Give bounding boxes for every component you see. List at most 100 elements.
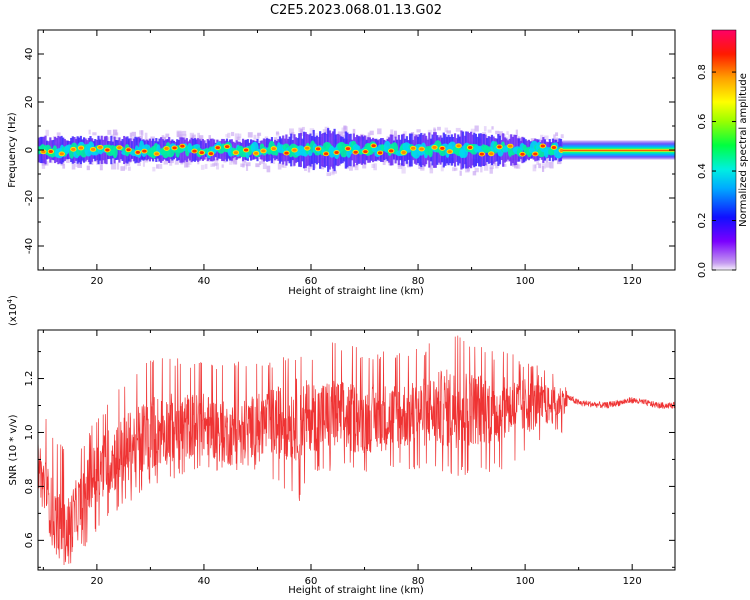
spectrogram-cell-faint (444, 127, 449, 133)
spectrogram-cell-faint (515, 129, 518, 137)
snr-multiplier-close: ) (8, 295, 19, 299)
spectrogram-cell-faint (107, 129, 112, 135)
spectrogram-cell-faint (545, 157, 549, 163)
spectrogram-cell-faint (182, 130, 187, 136)
colorbar-tick-label: 0.2 (697, 213, 708, 229)
spectrogram-cell-peak (154, 152, 159, 156)
spectrogram-cell-peak (199, 151, 204, 155)
spectrogram-cell-peak (41, 150, 46, 154)
spectrogram-cell-faint (275, 131, 279, 135)
spectrogram-cell-faint (452, 167, 456, 172)
spectrogram-cell-faint (144, 132, 148, 140)
spectrogram-cell-peak (551, 145, 557, 149)
spectrogram-cell-peak (135, 150, 141, 154)
colorbar-tick-label: 0.0 (697, 262, 708, 278)
spectrogram-cell-faint (487, 129, 492, 133)
spectrogram-cell-peak (243, 148, 249, 152)
spectrogram-cell-faint (262, 163, 267, 170)
spectrogram-cell-peak (292, 148, 297, 152)
spectrogram-cell-peak (363, 150, 368, 154)
spectrogram-cell-faint (197, 132, 200, 139)
spectrogram-cell-peak (533, 152, 538, 156)
spectrogram-cell-faint (111, 134, 115, 139)
colorbar: 0.0 0.2 0.4 0.6 0.8 Normalized spectral ampl… (697, 29, 749, 278)
spectrogram-cell-faint (208, 135, 211, 141)
spectrogram-cell-faint (480, 166, 483, 173)
spectrogram-cell-faint (62, 163, 66, 169)
spectrogram-cell-faint (281, 163, 284, 168)
spectrogram-cell-faint (553, 134, 556, 138)
spectrogram-cell-faint (390, 129, 394, 137)
spectrogram-cell-faint (495, 162, 499, 169)
spectrogram-cell-faint (290, 132, 295, 139)
spectrogram-xtick-label: 40 (198, 276, 211, 287)
spectrogram-cell-peak (419, 147, 424, 151)
spectrogram-cell-faint (257, 133, 260, 139)
spectrogram-cell-peak (105, 148, 110, 152)
spectrogram-steady-band (562, 140, 675, 160)
spectrogram-cell-faint (99, 164, 103, 171)
spectrogram-cell-faint (131, 136, 135, 140)
spectrogram-cell-faint (255, 163, 260, 168)
spectrogram-cell-faint (513, 163, 519, 169)
spectrogram-cell-faint (324, 126, 329, 134)
spectrogram-cell-peak (71, 147, 76, 151)
spectrogram-cell-faint (234, 158, 238, 165)
spectrogram-cell-faint (373, 163, 377, 171)
spectrogram-cell-faint (515, 164, 521, 169)
spectrogram-cell-peak (208, 152, 214, 156)
spectrogram-cell-faint (178, 131, 183, 138)
spectrogram-cell-faint (401, 166, 406, 174)
spectrogram-cell-peak (305, 146, 310, 150)
spectrogram-cell-faint (116, 162, 120, 170)
spectrogram-cell-faint (393, 130, 397, 138)
spectrogram-cell-faint (215, 163, 220, 170)
spectrogram-ylabel: Frequency (Hz) (7, 112, 18, 188)
spectrogram-xtick-label: 20 (91, 276, 104, 287)
spectrogram-cell-faint (491, 126, 494, 130)
spectrogram-cell-faint (129, 132, 133, 138)
snr-xlabel: Height of straight line (km) (288, 585, 424, 596)
spectrogram-cell-faint (238, 133, 242, 138)
spectrogram-cell-faint (545, 161, 551, 168)
spectrogram-cell-faint (182, 133, 187, 139)
spectrogram-cell-faint (240, 163, 245, 168)
spectrogram-cell-faint (493, 162, 497, 166)
snr-xtick-label: 60 (305, 576, 318, 587)
spectrogram-cell-faint (506, 131, 509, 135)
spectrogram-cell-peak (508, 144, 513, 148)
spectrogram-cell-faint (483, 126, 487, 132)
spectrogram-ytick-label: 40 (24, 48, 35, 61)
spectrogram-cell-faint (309, 128, 315, 134)
spectrogram-cell-faint (45, 129, 49, 136)
spectrogram-cell-faint (534, 164, 537, 169)
snr-xtick-label: 20 (91, 576, 104, 587)
spectrogram-cell-peak (90, 147, 96, 151)
snr-ytick-label: 0.6 (24, 532, 35, 548)
spectrogram-cell-peak (192, 149, 197, 153)
spectrogram-cell-faint (156, 164, 159, 169)
spectrogram-cell-faint (349, 166, 353, 171)
spectrogram-cell-peak (98, 145, 103, 149)
spectrogram-cell-faint (191, 134, 196, 140)
spectrogram-cell-faint (163, 161, 168, 165)
spectrogram-cell-faint (536, 161, 540, 165)
spectrogram-cell-faint (114, 136, 118, 143)
spectrogram-cell-faint (502, 163, 507, 167)
spectrogram-cell-faint (382, 160, 386, 166)
spectrogram-cell-faint (446, 130, 452, 134)
spectrogram-cell-peak (59, 152, 64, 156)
spectrogram-cell-peak (78, 146, 84, 150)
spectrogram-cell-faint (176, 131, 180, 138)
spectrogram-cell-faint (230, 131, 235, 137)
spectrogram-cell-faint (127, 166, 131, 171)
spectrogram-cell-peak (345, 147, 351, 151)
spectrogram-cell-faint (532, 164, 537, 172)
spectrogram-cell-peak (497, 145, 502, 149)
spectrogram-cell-peak (172, 146, 177, 150)
spectrogram-cell-faint (174, 159, 179, 165)
spectrogram-cell-faint (187, 158, 192, 165)
spectrogram-cell-faint (227, 132, 231, 138)
spectrogram-cell-peak (440, 146, 445, 150)
spectrogram-cell-faint (157, 164, 163, 169)
